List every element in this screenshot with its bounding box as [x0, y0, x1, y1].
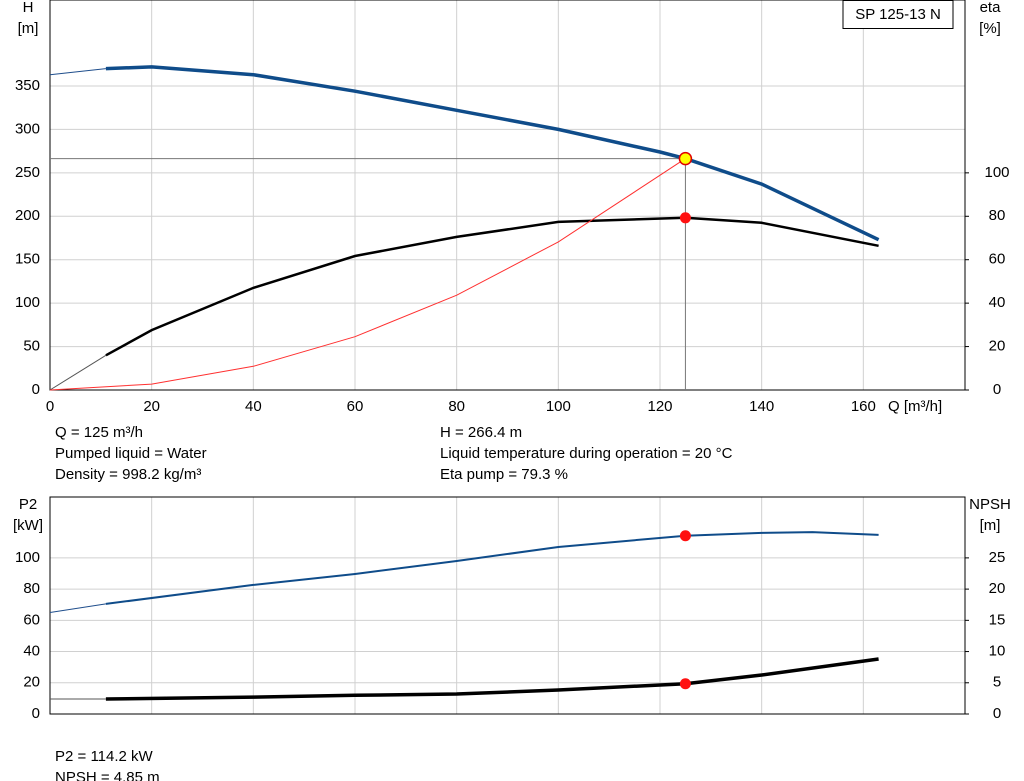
- y-tick-label: 0: [32, 381, 40, 398]
- y2-tick-label: 80: [989, 207, 1006, 224]
- info-text: Pumped liquid = Water: [55, 445, 207, 462]
- info-text: NPSH = 4.85 m: [55, 769, 160, 781]
- y-tick-label: 100: [15, 549, 40, 566]
- curve: [105, 531, 879, 605]
- y-axis-unit: [m]: [18, 20, 39, 37]
- info-text: Q = 125 m³/h: [55, 424, 143, 441]
- y-tick-label: 150: [15, 251, 40, 268]
- y2-tick-label: 20: [989, 580, 1006, 597]
- y2-tick-label: 60: [989, 251, 1006, 268]
- y2-tick-label: 20: [989, 338, 1006, 355]
- y-tick-label: 350: [15, 77, 40, 94]
- y-tick-label: 50: [23, 338, 40, 355]
- curve: [49, 158, 686, 391]
- y2-tick-label: 40: [989, 294, 1006, 311]
- curve: [105, 657, 879, 701]
- y-tick-label: 200: [15, 207, 40, 224]
- y-axis-label: H: [23, 0, 34, 16]
- x-axis-label: Q [m³/h]: [888, 398, 942, 415]
- x-tick-label: 100: [546, 398, 571, 415]
- x-tick-label: 20: [143, 398, 160, 415]
- info-text: P2 = 114.2 kW: [55, 748, 154, 765]
- y2-axis-unit: [m]: [980, 517, 1001, 534]
- y2-axis-label: NPSH: [969, 496, 1011, 513]
- label-box-text: SP 125-13 N: [855, 6, 941, 23]
- y-tick-label: 100: [15, 294, 40, 311]
- curve: [49, 68, 106, 76]
- x-tick-label: 60: [347, 398, 364, 415]
- y2-axis-unit: [%]: [979, 20, 1001, 37]
- x-tick-label: 80: [448, 398, 465, 415]
- y-tick-label: 20: [23, 674, 40, 691]
- y-axis-label: P2: [19, 496, 37, 513]
- x-tick-label: 0: [46, 398, 54, 415]
- info-text: Eta pump = 79.3 %: [440, 466, 568, 483]
- y2-axis-label: eta: [980, 0, 1002, 16]
- duty-point-y2: [679, 678, 691, 690]
- y-axis-unit: [kW]: [13, 517, 43, 534]
- curve: [49, 603, 106, 613]
- info-text: Density = 998.2 kg/m³: [55, 466, 201, 483]
- curve: [105, 65, 880, 242]
- x-tick-label: 160: [851, 398, 876, 415]
- y2-tick-label: 25: [989, 549, 1006, 566]
- duty-point: [679, 530, 691, 542]
- plot-frame: [49, 496, 966, 715]
- info-text: H = 266.4 m: [440, 424, 522, 441]
- x-tick-label: 140: [749, 398, 774, 415]
- y-tick-label: 0: [32, 705, 40, 722]
- y-tick-label: 300: [15, 120, 40, 137]
- y2-tick-label: 5: [993, 674, 1001, 691]
- y2-tick-label: 100: [984, 164, 1009, 181]
- y-tick-label: 80: [23, 580, 40, 597]
- curve: [105, 216, 879, 357]
- duty-point: [678, 151, 693, 166]
- y-tick-label: 60: [23, 611, 40, 628]
- y2-tick-label: 15: [989, 611, 1006, 628]
- y-tick-label: 40: [23, 643, 40, 660]
- y2-tick-label: 10: [989, 643, 1006, 660]
- y-tick-label: 250: [15, 164, 40, 181]
- label-box: [842, 0, 954, 29]
- y2-tick-label: 0: [993, 381, 1001, 398]
- curve: [49, 354, 107, 391]
- info-text: Liquid temperature during operation = 20…: [440, 445, 733, 462]
- y2-tick-label: 0: [993, 705, 1001, 722]
- duty-point-y2: [679, 212, 691, 224]
- x-tick-label: 120: [647, 398, 672, 415]
- x-tick-label: 40: [245, 398, 262, 415]
- plot-frame: [49, 0, 966, 391]
